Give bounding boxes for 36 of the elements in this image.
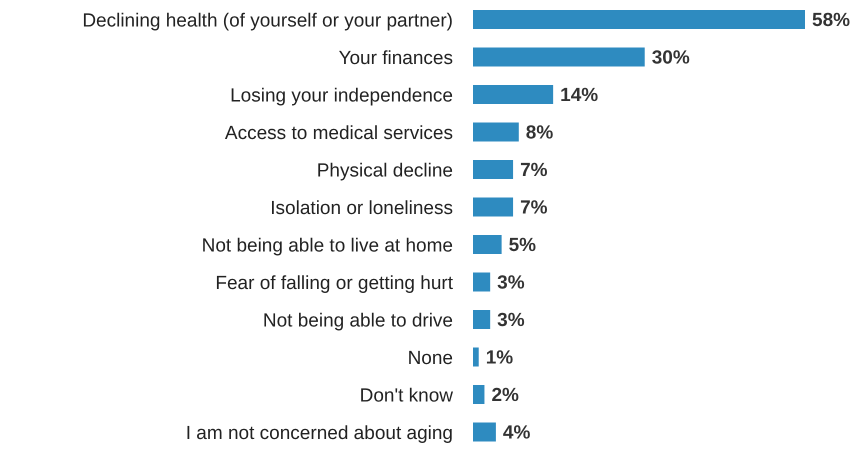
bar [473, 310, 490, 329]
y-tick-label: Your finances [338, 48, 453, 69]
data-label: 58% [812, 10, 850, 32]
bar [473, 48, 645, 66]
y-tick-label: Don't know [360, 385, 454, 406]
data-label: 2% [491, 385, 520, 406]
data-label: 7% [520, 198, 548, 219]
y-tick-label: Not being able to live at home [202, 235, 453, 256]
data-label: 5% [508, 235, 536, 256]
data-label: 4% [502, 422, 530, 444]
bar [473, 348, 479, 366]
data-label: 3% [497, 310, 525, 332]
y-tick-label: Physical decline [316, 160, 453, 182]
y-tick-label: None [408, 348, 453, 369]
bar [473, 198, 514, 216]
data-label: 1% [486, 348, 514, 369]
data-label: 3% [497, 272, 525, 294]
y-tick-label: Losing your independence [230, 85, 453, 106]
bar [473, 85, 554, 104]
bar [473, 10, 805, 29]
data-label: 8% [526, 122, 554, 144]
bar [473, 385, 484, 404]
y-tick-label: I am not concerned about aging [186, 422, 453, 444]
y-tick-label: Not being able to drive [262, 310, 453, 332]
bar [473, 272, 490, 292]
bar [473, 122, 519, 142]
data-label: 30% [652, 48, 690, 69]
y-tick-label: Declining health (of yourself or your partner) [82, 10, 453, 32]
data-label: 14% [560, 85, 598, 106]
bar [473, 422, 496, 442]
bar [473, 160, 514, 179]
bar [473, 235, 502, 254]
y-tick-label: Fear of falling or getting hurt [215, 272, 454, 294]
y-tick-label: Access to medical services [224, 122, 453, 144]
y-tick-label: Isolation or loneliness [270, 198, 453, 219]
data-label: 7% [520, 160, 548, 182]
